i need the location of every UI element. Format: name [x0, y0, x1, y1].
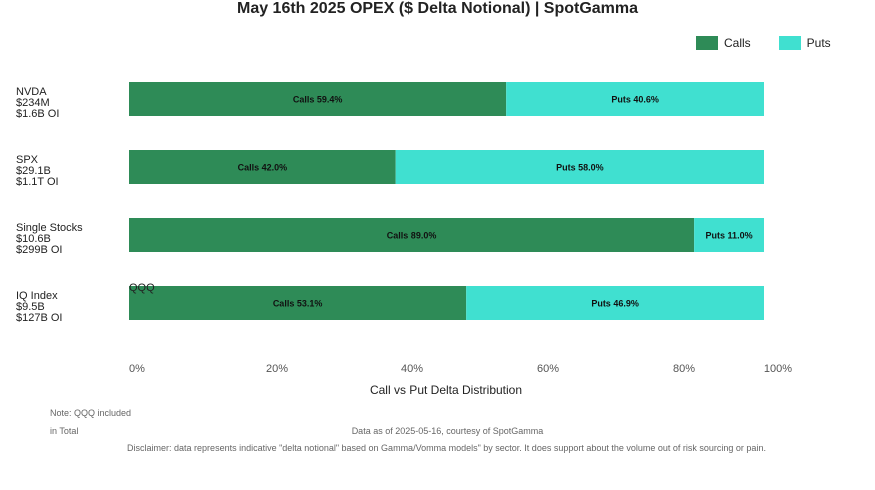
category-label: $1.1T OI — [16, 176, 59, 188]
legend-item-puts: Puts — [778, 36, 831, 50]
legend-swatch-puts — [778, 36, 801, 50]
category-label: $299B OI — [16, 244, 62, 256]
puts-data-label: Puts 11.0% — [706, 231, 753, 241]
x-tick-label: 20% — [266, 363, 288, 375]
puts-bar — [694, 218, 764, 252]
calls-data-label: Calls 89.0% — [387, 231, 437, 241]
calls-data-label: Calls 42.0% — [238, 163, 288, 173]
calls-data-label: Calls 59.4% — [293, 95, 343, 105]
x-tick-label: 100% — [764, 363, 792, 375]
x-tick-label: 0% — [129, 363, 145, 375]
legend-label-calls: Calls — [724, 36, 751, 50]
category-label: Single Stocks — [16, 222, 83, 234]
calls-bar — [129, 82, 507, 116]
legend-item-calls: Calls — [696, 36, 751, 50]
x-tick-label: 80% — [673, 363, 695, 375]
category-label: IQ Index — [16, 290, 58, 302]
category-label: $10.6B — [16, 233, 51, 245]
puts-data-label: Puts 46.9% — [591, 299, 639, 309]
x-tick-label: 40% — [401, 363, 423, 375]
calls-bar — [129, 286, 467, 320]
legend-label-puts: Puts — [806, 36, 831, 50]
legend-swatch-calls — [696, 36, 718, 50]
puts-bar — [466, 286, 764, 320]
footnote-note-line2: in Total — [50, 426, 79, 436]
calls-bar — [129, 218, 695, 252]
category-label: $127B OI — [16, 312, 62, 324]
calls-data-label: Calls 53.1% — [273, 299, 323, 309]
category-label: $9.5B — [16, 301, 45, 313]
category-label: SPX — [16, 154, 39, 166]
category-label: $29.1B — [16, 165, 51, 177]
puts-data-label: Puts 40.6% — [611, 95, 659, 105]
puts-data-label: Puts 58.0% — [556, 163, 604, 173]
disclaimer: Disclaimer: data represents indicative "… — [127, 443, 766, 453]
puts-bar — [395, 150, 764, 184]
calls-bar — [129, 150, 396, 184]
x-tick-label: 60% — [537, 363, 559, 375]
x-axis-title: Call vs Put Delta Distribution — [370, 383, 522, 397]
source-note: Data as of 2025-05-16, courtesy of SpotG… — [351, 426, 544, 436]
category-label: NVDA — [16, 86, 47, 98]
stray-qqq-label: QQQ — [129, 282, 155, 294]
category-label: $1.6B OI — [16, 108, 59, 120]
footnote-note-line1: Note: QQQ included — [50, 408, 132, 418]
puts-bar — [506, 82, 764, 116]
chart-title: May 16th 2025 OPEX ($ Delta Notional) | … — [236, 0, 639, 17]
chart-legend: Calls Puts — [696, 36, 859, 50]
category-label: $234M — [16, 97, 50, 109]
